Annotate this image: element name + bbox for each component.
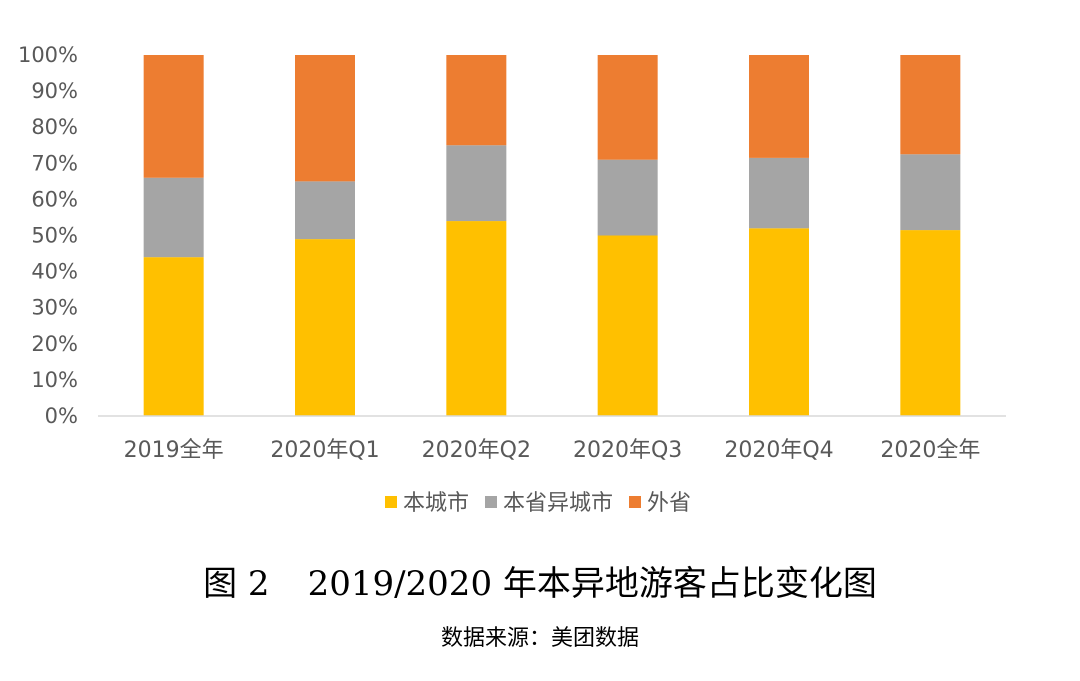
y-tick-label: 0% bbox=[45, 404, 78, 428]
x-category-label: 2020年Q3 bbox=[573, 438, 682, 463]
y-tick-label: 30% bbox=[31, 296, 78, 320]
legend-swatch bbox=[629, 496, 641, 508]
bar-segment-same-province bbox=[900, 154, 961, 231]
x-category-label: 2020年Q4 bbox=[724, 438, 833, 463]
stacked-bar-chart: 0% 10% 20% 30% 40% 50% 60% 70% 80% 90% 100% 2019全年… bbox=[18, 43, 1006, 516]
y-tick-label: 40% bbox=[31, 260, 78, 284]
bar-segment-local-city bbox=[900, 230, 961, 416]
bar-segment-local-city bbox=[597, 235, 658, 416]
x-axis-labels: 2019全年 2020年Q1 2020年Q2 2020年Q3 2020年Q4 2020全年 bbox=[124, 438, 981, 463]
y-tick-label: 80% bbox=[31, 115, 78, 139]
x-category-label: 2020年Q1 bbox=[270, 438, 379, 463]
y-tick-label: 70% bbox=[31, 151, 78, 175]
bar-segment-same-province bbox=[143, 177, 204, 258]
bar-segment-other-province bbox=[597, 55, 658, 160]
x-category-label: 2019全年 bbox=[124, 438, 224, 463]
bar-segment-same-province bbox=[446, 145, 507, 222]
legend: 本城市 本省异城市 外省 bbox=[385, 491, 691, 516]
figure-title: 图 2 2019/2020 年本异地游客占比变化图 bbox=[0, 556, 1080, 605]
bar-segment-same-province bbox=[597, 159, 658, 236]
bar-segment-other-province bbox=[900, 55, 961, 155]
bar-segment-local-city bbox=[749, 228, 809, 416]
bar-segment-other-province bbox=[295, 55, 355, 182]
bars bbox=[143, 55, 961, 416]
bar-segment-other-province bbox=[749, 55, 809, 158]
bar-segment-local-city bbox=[143, 257, 204, 416]
bar-segment-other-province bbox=[143, 55, 204, 178]
legend-swatch bbox=[485, 496, 497, 508]
legend-label: 外省 bbox=[647, 491, 691, 516]
bar-segment-local-city bbox=[446, 221, 507, 416]
y-tick-label: 20% bbox=[31, 332, 78, 356]
bar-segment-local-city bbox=[295, 239, 355, 416]
legend-swatch bbox=[385, 496, 397, 508]
y-tick-label: 60% bbox=[31, 187, 78, 211]
y-tick-label: 90% bbox=[31, 79, 78, 103]
figure-source: 数据来源：美团数据 bbox=[440, 626, 639, 651]
legend-label: 本城市 bbox=[403, 491, 469, 516]
bar-segment-same-province bbox=[295, 181, 355, 240]
legend-label: 本省异城市 bbox=[503, 491, 613, 516]
figure-title-text: 2019/2020 年本异地游客占比变化图 bbox=[307, 564, 877, 604]
y-tick-label: 100% bbox=[18, 43, 78, 67]
x-category-label: 2020年Q2 bbox=[422, 438, 531, 463]
y-tick-label: 10% bbox=[31, 368, 78, 392]
bar-segment-other-province bbox=[446, 55, 507, 146]
x-category-label: 2020全年 bbox=[880, 438, 980, 463]
figure-number: 图 2 bbox=[203, 564, 270, 604]
y-axis: 0% 10% 20% 30% 40% 50% 60% 70% 80% 90% 100% bbox=[18, 43, 78, 428]
bar-segment-same-province bbox=[749, 157, 809, 229]
y-tick-label: 50% bbox=[31, 224, 78, 248]
